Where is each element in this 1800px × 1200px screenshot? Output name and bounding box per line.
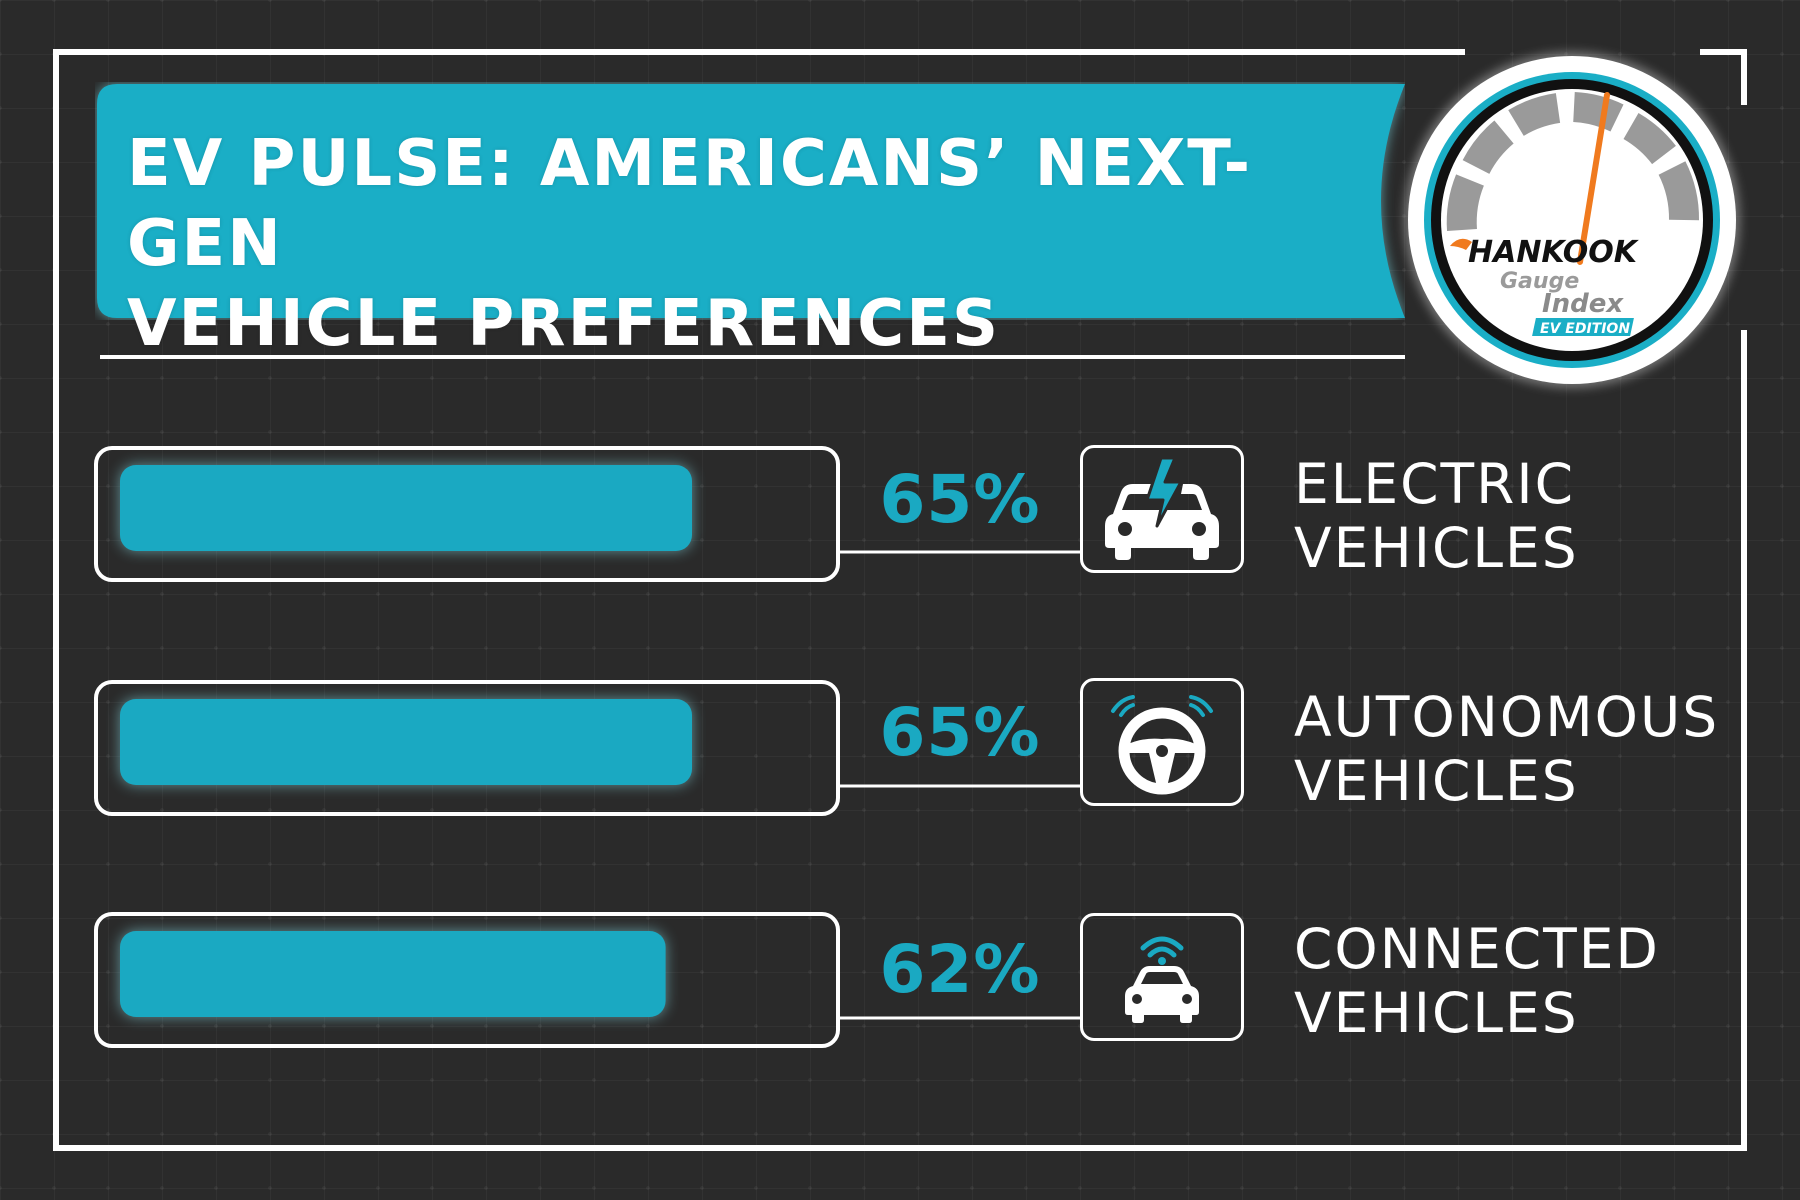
gauge-arc-icon: [1446, 92, 1699, 232]
category-label-electric-line-2: VEHICLES: [1294, 516, 1579, 580]
bar-track-electric: [94, 446, 840, 582]
category-label-autonomous-line-1: AUTONOMOUS: [1294, 685, 1720, 749]
title-banner: EV PULSE: AMERICANS’ NEXT-GEN VEHICLE PR…: [95, 82, 1405, 361]
category-label-connected: CONNECTED VEHICLES: [1294, 917, 1774, 1045]
logo-edition: EV EDITION: [1540, 321, 1630, 337]
value-label-autonomous: 65%: [879, 694, 1041, 771]
icon-box-connected: [1080, 913, 1244, 1041]
bar-track-connected: [94, 912, 840, 1048]
category-label-connected-line-1: CONNECTED: [1294, 917, 1660, 981]
category-label-autonomous: AUTONOMOUS VEHICLES: [1294, 685, 1774, 813]
value-label-electric: 65%: [879, 461, 1041, 538]
title-line-2: VEHICLE PREFERENCES: [127, 287, 1001, 361]
bar-electric: [120, 465, 692, 551]
icon-box-autonomous: [1080, 678, 1244, 806]
page-title: EV PULSE: AMERICANS’ NEXT-GEN VEHICLE PR…: [127, 124, 1387, 364]
title-divider: [100, 355, 1405, 359]
hankook-flag-icon: [1450, 238, 1472, 250]
category-label-autonomous-line-2: VEHICLES: [1294, 749, 1579, 813]
logo-brand: HANKOOK: [1468, 235, 1640, 270]
bar-connected: [120, 931, 666, 1017]
category-label-electric-line-1: ELECTRIC: [1294, 452, 1575, 516]
value-label-connected: 62%: [879, 931, 1041, 1008]
gauge-needle-icon: [1577, 92, 1610, 265]
electric-car-icon: [1105, 456, 1219, 560]
logo-line-2: Index: [1542, 289, 1624, 319]
icon-box-electric: [1080, 445, 1244, 573]
title-line-1: EV PULSE: AMERICANS’ NEXT-GEN: [127, 127, 1253, 281]
steering-wheel-icon: [1111, 695, 1213, 795]
hankook-gauge-index-logo: HANKOOK Gauge Index EV EDITION: [1392, 40, 1752, 400]
connected-car-icon: [1125, 936, 1199, 1023]
bar-track-autonomous: [94, 680, 840, 816]
logo-line-1: Gauge: [1500, 269, 1579, 294]
bar-autonomous: [120, 699, 692, 785]
category-label-connected-line-2: VEHICLES: [1294, 981, 1579, 1045]
category-label-electric: ELECTRIC VEHICLES: [1294, 452, 1774, 580]
